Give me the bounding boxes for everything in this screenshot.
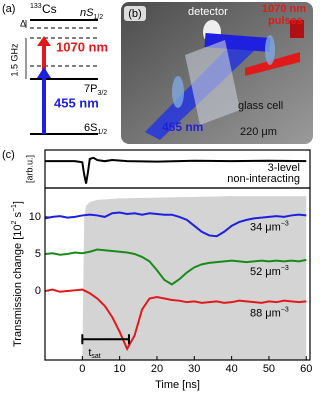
x-tick-label: 30 (188, 363, 200, 375)
y-axis-title-part: −1 (11, 204, 18, 212)
y-axis-title-part: Transmission change [10 (12, 225, 24, 348)
series-line (45, 156, 307, 184)
panel-label: (a) (2, 3, 15, 15)
tsat-label: tsat (88, 347, 100, 360)
lens (172, 76, 184, 108)
series-line (44, 288, 307, 352)
level-label: 7P3/2 (84, 83, 107, 97)
probe-beam (204, 33, 271, 52)
glass-cell (185, 40, 240, 125)
arrowhead (37, 67, 51, 78)
setup-render: (b) detector 1070 nm pulses 455 nm glass… (121, 2, 313, 144)
lens (265, 35, 275, 65)
thickness-label: 220 μm (240, 126, 277, 138)
panel-label: (b) (128, 8, 141, 20)
element: Cs (42, 2, 57, 16)
series-sup: −3 (281, 306, 289, 313)
cell-label: glass cell (238, 100, 283, 112)
y-tick-label: 0 (35, 285, 41, 297)
probe-label: 455 nm (54, 95, 99, 110)
pulse-beam (245, 52, 300, 76)
x-tick-label: 60 (300, 363, 312, 375)
arrowhead (37, 36, 51, 46)
series-name: 88 μm (250, 307, 281, 319)
label-box (124, 6, 146, 21)
series-label: 34 μm−3 (250, 220, 289, 233)
annotation: 3-level (268, 162, 300, 174)
x-tick-label: 40 (225, 363, 237, 375)
x-axis-title: Time [ns] (155, 379, 200, 391)
series-label: 52 μm−3 (250, 265, 289, 278)
series-line (44, 211, 307, 238)
level-name: 6S (84, 122, 97, 134)
splitting: 1.5 GHz (9, 43, 19, 77)
detuning: Δ (20, 18, 26, 28)
annotation: non-interacting (227, 173, 300, 185)
tsat-sub: sat (91, 353, 100, 360)
y-axis-title: [arb.u.] (24, 155, 34, 183)
pulses-label: pulses (268, 15, 303, 27)
series-sup: −3 (281, 265, 289, 272)
y-tick-label: 10 (29, 211, 41, 223)
series-label: 88 μm−3 (250, 306, 289, 319)
level-sub: 1/2 (93, 14, 103, 21)
series-sup: −3 (281, 220, 289, 227)
coupling-label: 1070 nm (56, 39, 108, 54)
level-sub: 1/2 (97, 129, 107, 136)
level-sub: 3/2 (97, 90, 107, 97)
pulses-label: 1070 nm (262, 3, 306, 15)
y-tick-label: 5 (35, 248, 41, 260)
plot-frame (44, 187, 311, 361)
probe-label: 455 nm (162, 120, 203, 134)
level-name: nS (80, 7, 94, 19)
series-name: 52 μm (250, 266, 281, 278)
series-line (44, 248, 307, 286)
panel-label: (c) (2, 149, 15, 161)
isotope-mass: 133 (30, 3, 42, 10)
energy-diagram: (a) 133 Cs nS1/2 7P3/2 6S1/2 Δ 1.5 GHz 1… (2, 2, 108, 136)
pulse-source (290, 20, 304, 38)
y-axis-title-part: s (12, 212, 24, 221)
x-tick-label: 50 (263, 363, 275, 375)
y-axis-title-part: ] (12, 201, 24, 204)
x-tick-label: 20 (151, 363, 163, 375)
y-axis-title-part: 2 (11, 221, 18, 225)
level-name: 7P (84, 83, 97, 95)
x-tick-label: 0 (79, 363, 85, 375)
level-label: nS1/2 (80, 7, 103, 21)
x-tick-label: 10 (114, 363, 126, 375)
series-name: 34 μm (250, 221, 281, 233)
y-axis-title: Transmission change [102 s−1] (11, 201, 24, 347)
tsat-main: t (88, 347, 91, 359)
detector-label: detector (188, 6, 228, 18)
level-label: 6S1/2 (84, 122, 107, 136)
